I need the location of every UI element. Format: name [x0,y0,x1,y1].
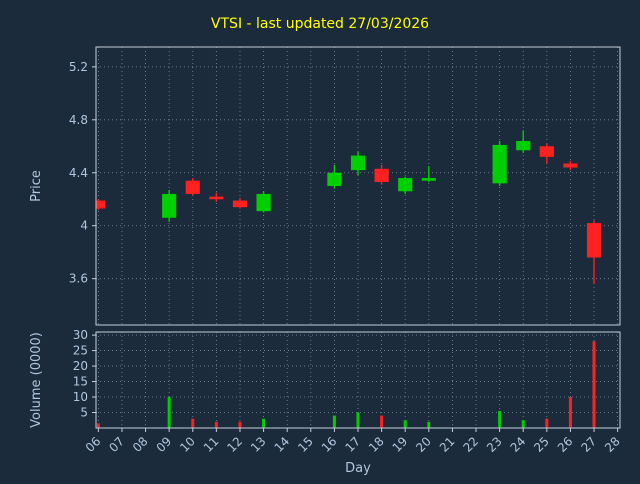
price-axis-label: Price [29,170,44,202]
volume-bar [96,423,100,428]
x-tick-label: 18 [366,434,387,455]
x-tick-label: 28 [602,434,623,455]
volume-y-tick-label: 20 [73,359,88,373]
volume-bar [238,421,242,428]
price-y-tick-label: 4.4 [69,166,88,180]
x-tick-label: 09 [154,434,175,455]
candle-body [162,193,177,218]
volume-axis-label: Volume (0000) [29,332,44,428]
x-axis-label: Day [345,461,371,476]
chart-title: VTSI - last updated 27/03/2026 [211,16,429,32]
candle-body [185,180,200,194]
x-tick-label: 07 [106,434,127,455]
price-y-tick-label: 4.8 [69,113,88,127]
x-tick-label: 16 [319,434,340,455]
volume-bar [592,341,596,428]
volume-bar [167,397,171,428]
price-y-tick-label: 3.6 [69,272,88,286]
candle-body [350,155,366,171]
volume-bar [498,410,502,428]
x-tick-label: 10 [177,434,198,455]
volume-bar [214,421,218,428]
price-y-tick-label: 4 [80,219,88,233]
candle-body [539,146,554,157]
volume-y-tick-label: 30 [73,328,88,342]
x-tick-label: 08 [130,434,151,455]
x-tick-label: 06 [83,434,104,455]
x-tick-label: 20 [413,434,434,455]
volume-y-tick-label: 15 [73,375,88,389]
candle-body [421,178,436,181]
x-tick-label: 24 [508,434,529,455]
volume-bar [521,420,525,428]
x-tick-label: 11 [201,434,222,455]
volume-y-tick-label: 5 [80,406,88,420]
volume-bar [191,418,195,428]
candle-body [256,193,271,212]
candle-body [96,200,106,209]
volume-bar [356,412,360,428]
candle-body [398,178,413,192]
volume-y-tick-label: 10 [73,390,88,404]
volume-bar [380,415,384,428]
volume-bar [262,418,266,428]
volume-bar [403,420,407,428]
x-tick-label: 12 [224,434,245,455]
price-y-tick-label: 5.2 [69,60,88,74]
volume-bar [427,421,431,428]
x-tick-label: 26 [555,434,576,455]
x-tick-label: 23 [484,434,505,455]
volume-bar [568,397,572,428]
x-tick-label: 22 [460,434,481,455]
x-tick-label: 14 [272,434,293,455]
candle-body [374,168,389,183]
x-tick-label: 17 [342,434,363,455]
x-tick-label: 15 [295,434,316,455]
candle-body [232,200,248,208]
axes-spine [95,46,621,326]
x-tick-label: 13 [248,434,269,455]
volume-y-tick-label: 25 [73,344,88,358]
candle-body [327,172,342,186]
candle-body [209,196,224,200]
x-tick-label: 25 [531,434,552,455]
x-tick-label: 19 [390,434,411,455]
candle-body [492,144,507,184]
candle-body [586,223,602,258]
volume-bar [545,418,549,428]
x-tick-label: 27 [578,434,599,455]
x-tick-label: 21 [437,434,458,455]
volume-bar [332,415,336,428]
candle-body [516,140,531,151]
candle-body [563,163,578,168]
